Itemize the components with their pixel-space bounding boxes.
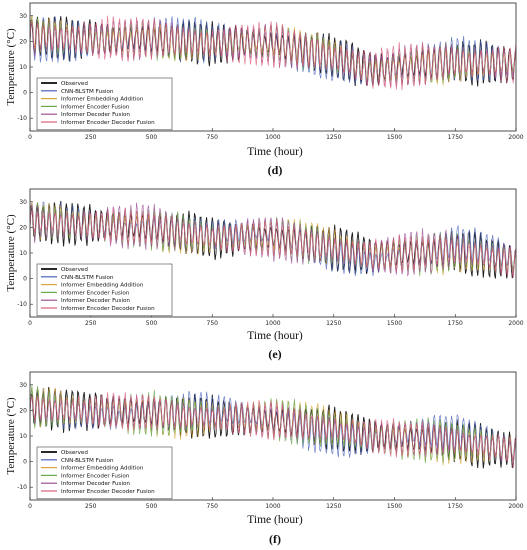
panel-label: (e) [268, 347, 281, 361]
x-tick-label: 1750 [448, 134, 463, 141]
x-tick-label: 250 [85, 503, 97, 510]
y-axis-label: Temperature (°C) [5, 214, 17, 292]
x-tick-label: 750 [207, 503, 219, 510]
y-axis-label: Temperature (°C) [5, 397, 17, 475]
chart-panel-3: -10 0 10 20 30 0 250 500 750 1000 1250 1500 1750 2000… [5, 371, 524, 546]
y-tick-label: -10 [17, 115, 27, 122]
legend-label: Informer Decoder Fusion [61, 298, 130, 304]
x-axis-label: Time (hour) [247, 330, 303, 342]
x-tick-label: 1250 [326, 503, 341, 510]
x-tick-label: 500 [146, 320, 158, 327]
x-axis-label: Time (hour) [247, 514, 303, 526]
x-axis-label: Time (hour) [247, 146, 303, 158]
x-tick-label: 2000 [508, 320, 523, 327]
legend-label: Informer Decoder Fusion [61, 481, 130, 487]
chart-panel-1: -10 0 10 20 30 0 250 500 750 1000 1250 1500 1750 2000… [5, 2, 524, 177]
x-tick-label: 750 [207, 134, 219, 141]
x-tick-label: 2000 [508, 134, 523, 141]
y-tick-label: 10 [19, 250, 27, 257]
x-tick-label: 1500 [387, 134, 402, 141]
legend-label: Informer Embedding Addition [61, 97, 144, 103]
y-tick-label: 0 [23, 90, 27, 97]
legend-label: CNN-BLSTM Fusion [61, 89, 114, 95]
panel-label: (f) [269, 532, 281, 546]
legend: Observed CNN-BLSTM Fusion Informer Embeddi… [36, 77, 173, 131]
legend-label: Informer Encoder Decoder Fusion [61, 306, 155, 312]
x-tick-label: 0 [28, 134, 32, 141]
series-line [30, 15, 516, 91]
y-tick-label: 10 [19, 64, 27, 71]
x-tick-label: 250 [85, 320, 97, 327]
series-line [30, 207, 516, 279]
legend-box [36, 77, 173, 131]
legend-label: Informer Encoder Decoder Fusion [61, 489, 155, 495]
chart-panel-2: -10 0 10 20 30 0 250 500 750 1000 1250 1500 1750 2000… [5, 188, 524, 361]
y-tick-label: -10 [17, 301, 27, 308]
x-tick-label: 1250 [326, 320, 341, 327]
y-tick-label: 30 [19, 382, 27, 389]
legend-label: Observed [61, 450, 88, 456]
x-tick-label: 2000 [508, 503, 523, 510]
legend-label: Informer Encoder Fusion [61, 290, 130, 296]
y-axis-label: Temperature (°C) [5, 28, 17, 106]
y-tick-label: -10 [17, 484, 27, 491]
series-group [30, 385, 516, 469]
y-tick-label: 10 [19, 433, 27, 440]
y-tick-label: 0 [23, 459, 27, 466]
x-tick-label: 1000 [265, 503, 280, 510]
y-tick-label: 30 [19, 13, 27, 20]
x-tick-label: 250 [85, 134, 97, 141]
x-tick-label: 0 [28, 320, 32, 327]
x-tick-label: 1500 [387, 320, 402, 327]
x-tick-label: 1000 [265, 134, 280, 141]
x-tick-label: 1750 [448, 503, 463, 510]
legend-label: Informer Embedding Addition [61, 466, 144, 472]
y-tick-label: 30 [19, 199, 27, 206]
legend-box [36, 446, 173, 500]
x-tick-label: 750 [207, 320, 219, 327]
x-tick-label: 0 [28, 503, 32, 510]
legend-label: Informer Decoder Fusion [61, 112, 130, 118]
series-group [30, 200, 516, 279]
y-tick-label: 20 [19, 38, 27, 45]
y-tick-label: 20 [19, 224, 27, 231]
legend-label: Observed [61, 81, 88, 87]
series-line [30, 392, 516, 469]
panel-label: (d) [268, 163, 283, 177]
legend-box [36, 263, 173, 317]
legend-label: Observed [61, 267, 88, 273]
series-group [30, 14, 516, 91]
x-tick-label: 500 [146, 134, 158, 141]
legend-label: CNN-BLSTM Fusion [61, 275, 114, 281]
x-tick-label: 500 [146, 503, 158, 510]
y-tick-label: 20 [19, 407, 27, 414]
legend-label: Informer Encoder Decoder Fusion [61, 120, 155, 126]
legend-label: Informer Encoder Fusion [61, 104, 130, 110]
x-tick-label: 1500 [387, 503, 402, 510]
legend-label: CNN-BLSTM Fusion [61, 458, 114, 464]
x-tick-label: 1000 [265, 320, 280, 327]
y-tick-label: 0 [23, 276, 27, 283]
legend-label: Informer Encoder Fusion [61, 473, 130, 479]
legend-label: Informer Embedding Addition [61, 283, 144, 289]
legend: Observed CNN-BLSTM Fusion Informer Embeddi… [36, 263, 173, 317]
x-tick-label: 1250 [326, 134, 341, 141]
x-tick-label: 1750 [448, 320, 463, 327]
legend: Observed CNN-BLSTM Fusion Informer Embeddi… [36, 446, 173, 500]
